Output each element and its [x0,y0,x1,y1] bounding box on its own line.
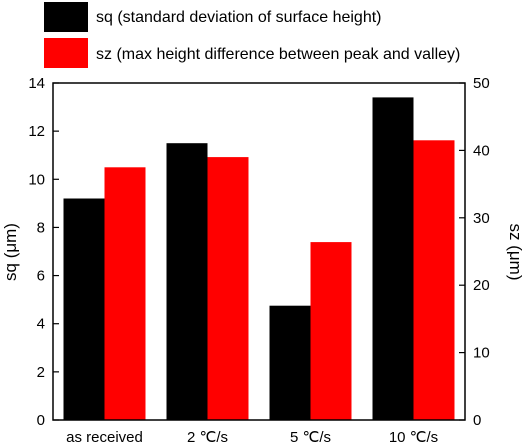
y2-axis-label: sz (μm) [506,223,525,280]
x-tick-label: 10 ℃/s [389,429,438,445]
right-tick-label: 10 [473,345,490,362]
bar-sz-2 [310,242,352,420]
right-tick-label: 20 [473,277,490,294]
left-tick-label: 14 [28,75,45,92]
x-tick-label: as received [66,429,143,445]
right-axis-ticks: 0 10 20 30 40 50 [459,75,490,429]
right-tick-label: 40 [473,142,490,159]
right-tick-label: 0 [473,412,481,429]
bars [63,97,455,421]
legend-label-sz: sz (max height difference between peak a… [96,46,460,63]
left-tick-label: 4 [37,316,45,333]
left-tick-label: 0 [37,412,45,429]
left-tick-label: 10 [28,171,45,188]
right-tick-label: 50 [473,75,490,92]
x-axis-labels: as received 2 ℃/s 5 ℃/s 10 ℃/s [66,429,438,445]
left-axis-ticks: 0 2 4 6 8 10 12 14 [28,75,59,429]
bar-sz-3 [413,140,455,421]
legend: sq (standard deviation of surface height… [44,2,460,68]
bar-sz-0 [104,167,146,421]
right-tick-label: 30 [473,210,490,227]
legend-label-sq: sq (standard deviation of surface height… [96,9,382,26]
x-tick-label: 2 ℃/s [187,429,228,445]
left-tick-label: 2 [37,364,45,381]
left-tick-label: 6 [37,268,45,285]
y-axis-label: sq (μm) [1,223,20,281]
bar-sz-1 [207,157,249,420]
left-tick-label: 8 [37,219,45,236]
bar-sq-2 [269,305,311,420]
left-tick-label: 12 [28,123,45,140]
x-tick-label: 5 ℃/s [290,429,331,445]
bar-sq-3 [372,97,414,421]
legend-swatch-sq [44,2,88,32]
bar-sq-1 [166,143,208,420]
plot-frame [52,82,466,421]
legend-swatch-sz [44,38,88,68]
bar-sq-0 [63,198,105,420]
